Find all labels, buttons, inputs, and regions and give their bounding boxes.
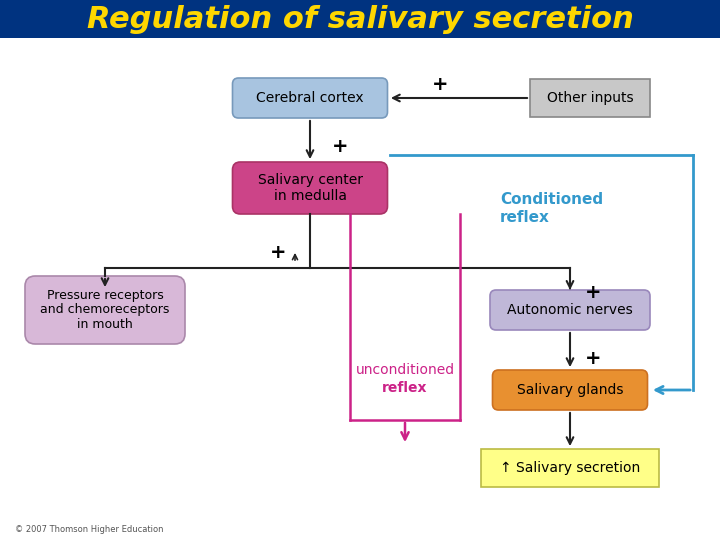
Text: Regulation of salivary secretion: Regulation of salivary secretion (86, 4, 634, 33)
Text: Cerebral cortex: Cerebral cortex (256, 91, 364, 105)
FancyBboxPatch shape (492, 370, 647, 410)
Text: Other inputs: Other inputs (546, 91, 634, 105)
FancyBboxPatch shape (481, 449, 659, 487)
FancyBboxPatch shape (25, 276, 185, 344)
FancyBboxPatch shape (0, 0, 720, 38)
Text: ↑ Salivary secretion: ↑ Salivary secretion (500, 461, 640, 475)
Text: +: + (585, 348, 601, 368)
Text: Pressure receptors
and chemoreceptors
in mouth: Pressure receptors and chemoreceptors in… (40, 288, 170, 332)
FancyBboxPatch shape (233, 162, 387, 214)
Text: +: + (332, 138, 348, 157)
Text: +: + (585, 282, 601, 301)
Text: Conditioned: Conditioned (500, 192, 603, 207)
Text: reflex: reflex (382, 381, 428, 395)
Text: Salivary center
in medulla: Salivary center in medulla (258, 173, 362, 203)
Text: unconditioned: unconditioned (356, 363, 454, 377)
Text: reflex: reflex (500, 211, 550, 226)
Text: © 2007 Thomson Higher Education: © 2007 Thomson Higher Education (15, 525, 163, 535)
FancyBboxPatch shape (530, 79, 650, 117)
Text: Salivary glands: Salivary glands (517, 383, 624, 397)
FancyBboxPatch shape (490, 290, 650, 330)
Text: +: + (269, 242, 286, 261)
Text: Autonomic nerves: Autonomic nerves (507, 303, 633, 317)
FancyBboxPatch shape (233, 78, 387, 118)
Text: +: + (432, 75, 449, 93)
